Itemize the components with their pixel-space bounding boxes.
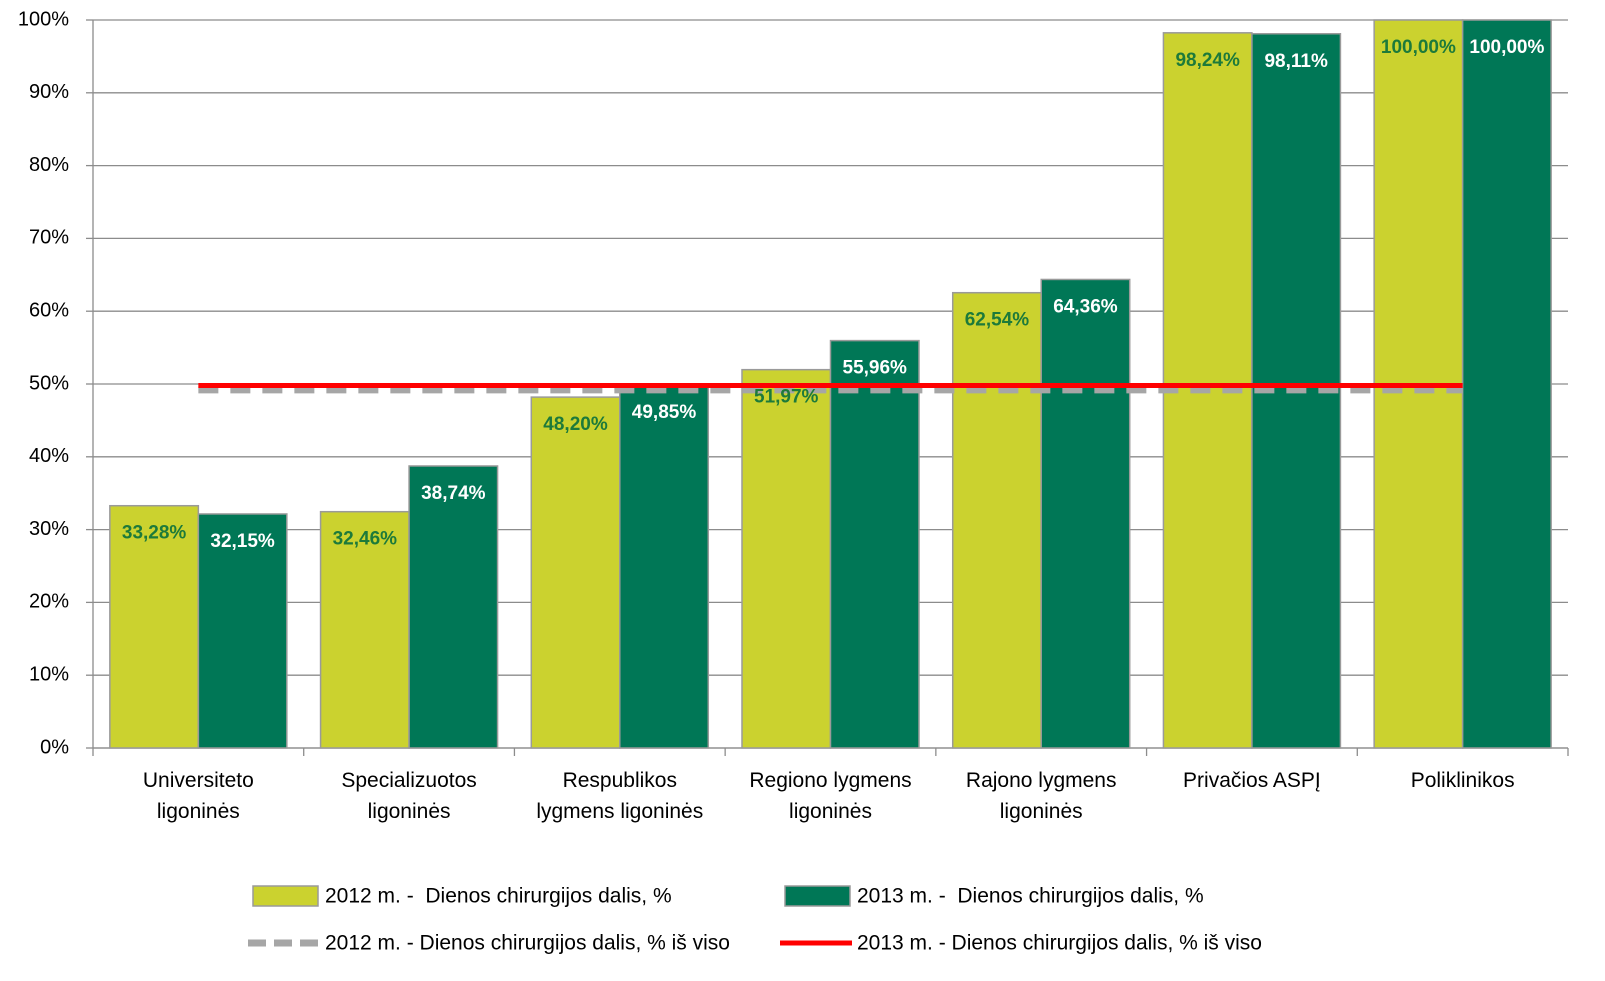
- data-label: 48,20%: [543, 414, 608, 435]
- legend-label: 2012 m. - Dienos chirurgijos dalis, %: [325, 885, 672, 908]
- y-tick-label: 0%: [40, 736, 69, 758]
- data-label: 100,00%: [1469, 37, 1544, 58]
- data-label: 51,97%: [754, 387, 819, 408]
- bar: [1040, 278, 1131, 749]
- bar: [741, 368, 832, 749]
- x-tick-label: Poliklinikos: [1410, 769, 1515, 792]
- data-label: 98,24%: [1175, 50, 1240, 71]
- x-tick-label: Respublikos lygmens ligoninės: [536, 769, 704, 823]
- y-tick-label: 70%: [29, 227, 69, 249]
- y-tick-label: 50%: [29, 372, 69, 394]
- bar: [197, 513, 288, 749]
- data-label: 55,96%: [843, 358, 908, 379]
- legend-label: 2013 m. - Dienos chirurgijos dalis, %: [857, 885, 1204, 908]
- data-label: 64,36%: [1053, 296, 1118, 317]
- data-label: 100,00%: [1381, 37, 1456, 58]
- y-tick-label: 100%: [18, 8, 69, 30]
- bar: [530, 396, 621, 749]
- data-label: 49,85%: [632, 402, 697, 423]
- bar: [408, 465, 499, 749]
- legend-swatch: [252, 885, 319, 907]
- data-label: 32,15%: [210, 531, 275, 552]
- x-tick-label: Rajono lygmens ligoninės: [965, 769, 1117, 823]
- y-tick-label: 20%: [29, 591, 69, 613]
- bar: [619, 384, 710, 749]
- data-label: 98,11%: [1264, 51, 1327, 72]
- y-tick-label: 10%: [29, 663, 69, 685]
- legend-label: 2013 m. - Dienos chirurgijos dalis, % iš…: [857, 932, 1262, 955]
- x-tick-label: Regiono lygmens ligoninės: [749, 769, 912, 823]
- data-label: 62,54%: [965, 310, 1030, 331]
- y-tick-label: 80%: [29, 154, 69, 176]
- bar: [1461, 19, 1552, 749]
- y-tick-label: 90%: [29, 81, 69, 103]
- bar: [319, 510, 410, 749]
- legend-swatch: [784, 885, 851, 907]
- bar: [829, 339, 920, 749]
- data-label: 32,46%: [333, 529, 398, 550]
- x-tick-label: Specializuotos ligoninės: [341, 769, 477, 823]
- bar: [109, 504, 200, 749]
- y-tick-label: 40%: [29, 445, 69, 467]
- data-label: 38,74%: [421, 483, 486, 504]
- y-tick-label: 30%: [29, 518, 69, 540]
- bar: [951, 291, 1042, 749]
- data-label: 33,28%: [122, 523, 187, 544]
- x-tick-label: Universiteto ligoninės: [142, 769, 254, 823]
- y-tick-label: 60%: [29, 299, 69, 321]
- legend-label: 2012 m. - Dienos chirurgijos dalis, % iš…: [325, 932, 730, 955]
- x-tick-label: Privačios ASPĮ: [1183, 769, 1321, 792]
